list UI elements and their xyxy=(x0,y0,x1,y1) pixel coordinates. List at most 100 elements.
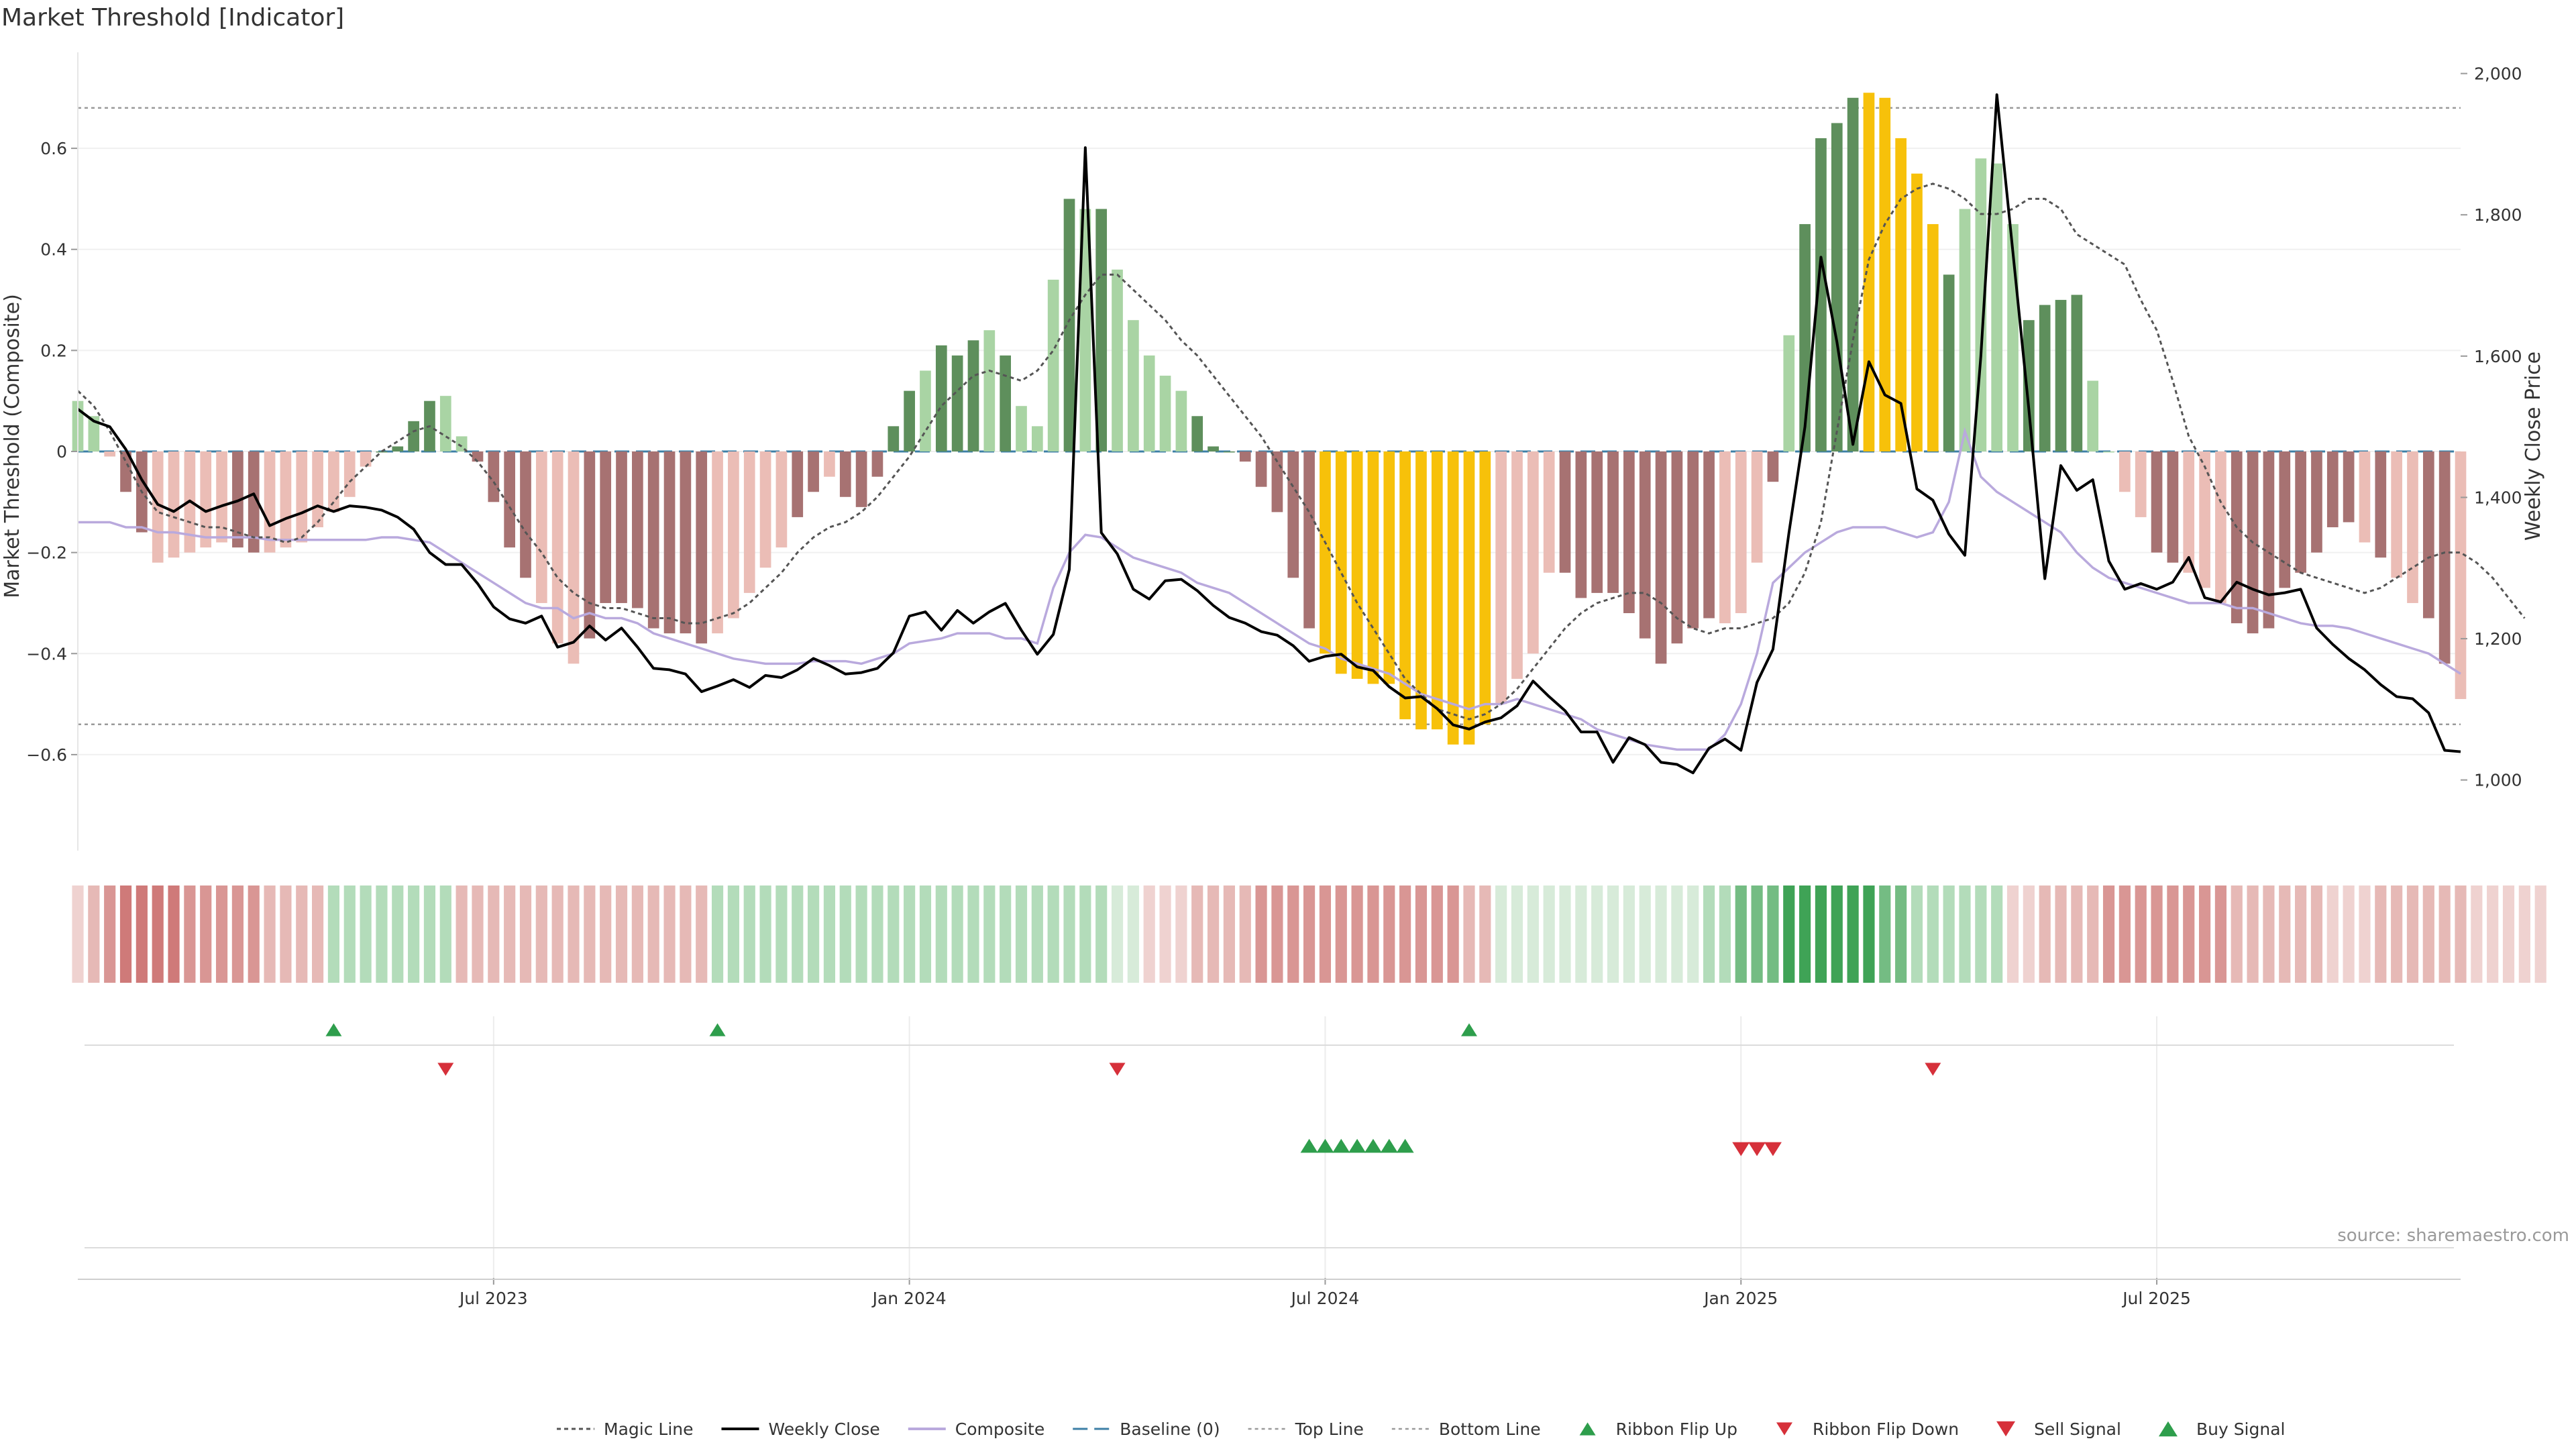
ribbon-cell xyxy=(1623,885,1635,983)
ribbon-cell xyxy=(2471,885,2483,983)
ribbon-cell xyxy=(600,885,612,983)
composite-line xyxy=(78,427,2461,751)
ribbon-cell xyxy=(1591,885,1603,983)
ribbon-cell xyxy=(967,885,979,983)
ribbon-cell xyxy=(1127,885,1139,983)
composite-bar xyxy=(1463,451,1475,745)
y-axis-left-label: Market Threshold (Composite) xyxy=(1,294,24,598)
composite-bar xyxy=(1687,451,1699,629)
ribbon-cell xyxy=(808,885,820,983)
ribbon-cell xyxy=(1687,885,1699,983)
composite-bar xyxy=(824,451,835,477)
composite-bar xyxy=(2023,320,2035,451)
composite-bar xyxy=(1143,355,1155,451)
ribbon-cell xyxy=(1303,885,1316,983)
composite-bar xyxy=(1191,416,1203,451)
y-right-tick-label: 1,800 xyxy=(2474,205,2522,225)
ribbon-flip-down-marker xyxy=(1109,1063,1126,1076)
sell-signal-marker xyxy=(1732,1142,1750,1157)
ribbon-cell xyxy=(2343,885,2355,983)
ribbon-cell xyxy=(615,885,628,983)
legend-label: Bottom Line xyxy=(1439,1419,1541,1439)
ribbon-cell xyxy=(1335,885,1347,983)
ribbon-cell xyxy=(1943,885,1955,983)
composite-bar xyxy=(216,451,227,543)
composite-bar xyxy=(1159,376,1171,451)
composite-bar xyxy=(2151,451,2163,553)
composite-bar xyxy=(2326,451,2339,527)
ribbon-cell xyxy=(696,885,708,983)
ribbon-cell xyxy=(775,885,788,983)
source-credit: source: sharemaestro.com xyxy=(2337,1226,2569,1246)
composite-bar xyxy=(1511,451,1523,679)
composite-bar xyxy=(551,451,564,644)
ribbon-cell xyxy=(839,885,851,983)
buy-signal-marker xyxy=(1348,1138,1366,1153)
ribbon-cell xyxy=(280,885,292,983)
composite-bar xyxy=(1351,451,1363,679)
composite-bar xyxy=(360,451,372,467)
ribbon-cell xyxy=(1911,885,1923,983)
ribbon-cell xyxy=(439,885,451,983)
composite-bar xyxy=(1895,138,1907,452)
composite-bar xyxy=(1479,451,1491,724)
composite-bar xyxy=(2167,451,2179,563)
ribbon-cell xyxy=(1847,885,1859,983)
composite-bar xyxy=(280,451,292,548)
ribbon-cell xyxy=(392,885,404,983)
composite-bar xyxy=(888,426,900,451)
ribbon-cell xyxy=(2167,885,2179,983)
composite-bar xyxy=(1415,451,1427,730)
ribbon-cell xyxy=(2455,885,2467,983)
composite-bar xyxy=(855,451,867,507)
composite-bar xyxy=(616,451,627,603)
composite-bar xyxy=(376,451,388,453)
composite-bar xyxy=(1863,93,1875,451)
ribbon-cell xyxy=(1767,885,1779,983)
y-left-tick-label: −0.4 xyxy=(26,644,67,663)
ribbon-cell xyxy=(1159,885,1171,983)
ribbon-cell xyxy=(1639,885,1651,983)
ribbon-cell xyxy=(1351,885,1363,983)
composite-bar xyxy=(2422,451,2434,619)
ribbon-cell xyxy=(360,885,372,983)
composite-bar xyxy=(1751,451,1763,563)
ribbon-flip-up-marker xyxy=(325,1023,342,1036)
ribbon-cell xyxy=(1703,885,1715,983)
composite-bar xyxy=(920,370,931,451)
ribbon-cell xyxy=(2183,885,2195,983)
ribbon-cell xyxy=(231,885,244,983)
composite-bar xyxy=(600,451,612,603)
composite-bar xyxy=(1000,355,1012,451)
y-left-tick-label: 0.2 xyxy=(40,341,67,360)
ribbon-cell xyxy=(663,885,676,983)
ribbon-cell xyxy=(88,885,100,983)
ribbon-cell xyxy=(1719,885,1731,983)
ribbon-cell xyxy=(519,885,532,983)
composite-bar xyxy=(1959,209,1971,451)
composite-bar xyxy=(1575,451,1587,598)
composite-bar xyxy=(759,451,771,568)
composite-bar xyxy=(1719,451,1731,624)
composite-bar xyxy=(1767,451,1779,482)
composite-bar xyxy=(1031,426,1043,451)
composite-bar xyxy=(743,451,755,593)
ribbon-cell xyxy=(1143,885,1155,983)
composite-bar xyxy=(248,451,260,553)
ribbon-cell xyxy=(1735,885,1747,983)
legend-swatch-ribbon-flip-up xyxy=(1579,1422,1596,1436)
ribbon-cell xyxy=(1000,885,1012,983)
ribbon-cell xyxy=(184,885,196,983)
composite-bar xyxy=(1927,224,1939,451)
ribbon-cell xyxy=(1783,885,1795,983)
ribbon-cell xyxy=(312,885,324,983)
chart-title: Market Threshold [Indicator] xyxy=(1,4,344,32)
composite-bar xyxy=(2391,451,2402,578)
legend-label: Magic Line xyxy=(604,1419,694,1439)
ribbon-cell xyxy=(1927,885,1939,983)
y-right-tick-label: 1,200 xyxy=(2474,629,2522,649)
legend-label: Ribbon Flip Down xyxy=(1813,1419,1959,1439)
composite-bar xyxy=(535,451,547,603)
ribbon-cell xyxy=(423,885,436,983)
ribbon-cell xyxy=(1399,885,1411,983)
